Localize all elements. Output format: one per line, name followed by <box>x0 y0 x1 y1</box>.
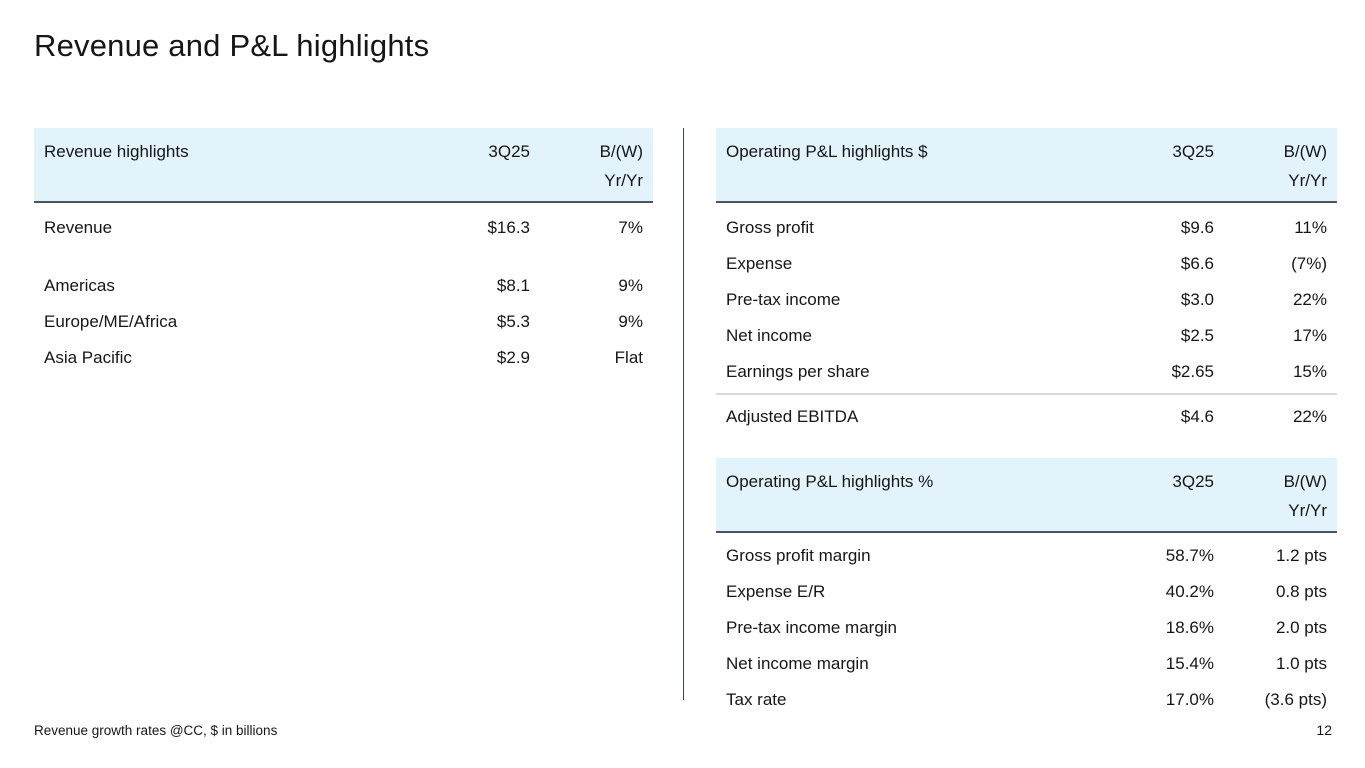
table-row-subtotal: Adjusted EBITDA $4.6 22% <box>716 399 1337 435</box>
table-row: Earnings per share $2.65 15% <box>716 354 1337 390</box>
row-label: Adjusted EBITDA <box>726 407 859 426</box>
row-label: Net income margin <box>726 654 869 673</box>
column-header-bw-line1: B/(W) <box>599 142 643 161</box>
row-value: $2.9 <box>496 348 530 367</box>
pnl-dollar-table: Operating P&L highlights $ 3Q25 B/(W) Yr… <box>716 128 1337 435</box>
row-value: $5.3 <box>496 312 530 331</box>
row-value: 58.7% <box>1165 546 1214 565</box>
row-change: 0.8 pts <box>1275 582 1327 601</box>
pnl-percent-table-title: Operating P&L highlights % <box>726 472 934 491</box>
row-change: (7%) <box>1291 254 1327 273</box>
row-value: $2.65 <box>1171 362 1214 381</box>
table-row: Pre-tax income $3.0 22% <box>716 282 1337 318</box>
row-label: Expense E/R <box>726 582 826 601</box>
table-row: Net income $2.5 17% <box>716 318 1337 354</box>
row-value: $3.0 <box>1180 290 1214 309</box>
row-change: 15% <box>1292 362 1327 381</box>
pnl-percent-table-body: Gross profit margin 58.7% 1.2 pts Expens… <box>716 533 1337 718</box>
table-row: Expense E/R 40.2% 0.8 pts <box>716 574 1337 610</box>
row-label: Pre-tax income <box>726 290 841 309</box>
revenue-table-header: Revenue highlights 3Q25 B/(W) Yr/Yr <box>34 128 653 203</box>
row-change: 9% <box>618 276 643 295</box>
row-change: 1.2 pts <box>1275 546 1327 565</box>
column-header-quarter: 3Q25 <box>1172 142 1214 161</box>
column-header-quarter: 3Q25 <box>488 142 530 161</box>
row-value: 40.2% <box>1165 582 1214 601</box>
table-row: Americas $8.1 9% <box>34 268 653 304</box>
row-label: Asia Pacific <box>44 348 132 367</box>
table-row: Gross profit $9.6 11% <box>716 210 1337 246</box>
row-value: $9.6 <box>1180 218 1214 237</box>
row-label: Gross profit <box>726 218 814 237</box>
row-value: 17.0% <box>1165 690 1214 709</box>
row-label: Americas <box>44 276 115 295</box>
footnote: Revenue growth rates @CC, $ in billions <box>34 723 278 738</box>
column-header-bw-line1: B/(W) <box>1283 142 1327 161</box>
column-header-bw-line2: Yr/Yr <box>1288 501 1327 520</box>
row-value: 18.6% <box>1165 618 1214 637</box>
page-number: 12 <box>1316 722 1332 738</box>
row-label: Pre-tax income margin <box>726 618 898 637</box>
pnl-dollar-table-title: Operating P&L highlights $ <box>726 142 928 161</box>
subtotal-divider <box>716 393 1337 395</box>
table-row: Net income margin 15.4% 1.0 pts <box>716 646 1337 682</box>
column-header-better-worse: B/(W) Yr/Yr <box>530 137 643 195</box>
pnl-percent-table: Operating P&L highlights % 3Q25 B/(W) Yr… <box>716 458 1337 718</box>
row-change: 2.0 pts <box>1275 618 1327 637</box>
row-change: 22% <box>1292 290 1327 309</box>
revenue-table-body: Revenue $16.3 7% Americas $8.1 9% Europe… <box>34 203 653 376</box>
pnl-panel: Operating P&L highlights $ 3Q25 B/(W) Yr… <box>716 128 1337 718</box>
row-change: 9% <box>618 312 643 331</box>
row-change: 22% <box>1292 407 1327 426</box>
row-label: Tax rate <box>726 690 787 709</box>
row-label: Earnings per share <box>726 362 870 381</box>
row-change: 7% <box>618 218 643 237</box>
row-label: Net income <box>726 326 812 345</box>
table-row: Expense $6.6 (7%) <box>716 246 1337 282</box>
row-label: Revenue <box>44 218 113 237</box>
column-header-bw-line1: B/(W) <box>1283 472 1327 491</box>
row-value: $4.6 <box>1180 407 1214 426</box>
page-title: Revenue and P&L highlights <box>34 28 430 63</box>
row-change: Flat <box>614 348 643 367</box>
pnl-dollar-table-body: Gross profit $9.6 11% Expense $6.6 (7%) … <box>716 203 1337 435</box>
row-value: $8.1 <box>496 276 530 295</box>
row-label: Gross profit margin <box>726 546 871 565</box>
table-row: Pre-tax income margin 18.6% 2.0 pts <box>716 610 1337 646</box>
column-header-better-worse: B/(W) Yr/Yr <box>1214 137 1327 195</box>
panel-divider <box>683 128 684 700</box>
row-change: 17% <box>1292 326 1327 345</box>
table-row: Gross profit margin 58.7% 1.2 pts <box>716 538 1337 574</box>
row-label: Expense <box>726 254 793 273</box>
row-value: $2.5 <box>1180 326 1214 345</box>
revenue-highlights-table: Revenue highlights 3Q25 B/(W) Yr/Yr Reve… <box>34 128 653 376</box>
row-change: 11% <box>1294 218 1327 237</box>
column-header-quarter: 3Q25 <box>1172 472 1214 491</box>
row-spacer <box>34 246 653 268</box>
revenue-table-title: Revenue highlights <box>44 142 189 161</box>
row-value: $16.3 <box>487 218 530 237</box>
row-value: 15.4% <box>1165 654 1214 673</box>
pnl-percent-table-header: Operating P&L highlights % 3Q25 B/(W) Yr… <box>716 458 1337 533</box>
row-change: 1.0 pts <box>1275 654 1327 673</box>
table-row: Revenue $16.3 7% <box>34 210 653 246</box>
column-header-bw-line2: Yr/Yr <box>604 171 643 190</box>
row-label: Europe/ME/Africa <box>44 312 178 331</box>
row-change: (3.6 pts) <box>1264 690 1327 709</box>
table-gap <box>716 435 1337 458</box>
column-header-bw-line2: Yr/Yr <box>1288 171 1327 190</box>
table-row: Europe/ME/Africa $5.3 9% <box>34 304 653 340</box>
row-value: $6.6 <box>1180 254 1214 273</box>
table-row: Tax rate 17.0% (3.6 pts) <box>716 682 1337 718</box>
table-row: Asia Pacific $2.9 Flat <box>34 340 653 376</box>
pnl-dollar-table-header: Operating P&L highlights $ 3Q25 B/(W) Yr… <box>716 128 1337 203</box>
column-header-better-worse: B/(W) Yr/Yr <box>1214 467 1327 525</box>
